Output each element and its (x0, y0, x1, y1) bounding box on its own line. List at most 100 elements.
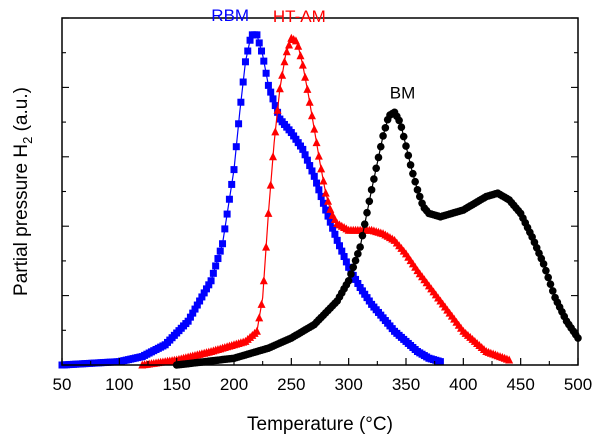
data-point (365, 197, 374, 206)
data-point (280, 57, 289, 66)
data-point (315, 186, 323, 194)
x-tick-label: 200 (220, 375, 248, 394)
data-point (329, 224, 337, 232)
x-tick-label: 400 (449, 375, 477, 394)
data-point (257, 299, 266, 308)
data-point (395, 116, 403, 125)
data-point (308, 167, 316, 175)
data-point (296, 51, 305, 60)
data-point (374, 153, 383, 162)
data-point (406, 161, 415, 169)
data-point (264, 81, 272, 89)
data-point (319, 176, 328, 185)
data-point (299, 145, 307, 153)
data-point (262, 69, 270, 77)
data-point (367, 186, 376, 194)
data-point (335, 242, 343, 250)
data-point (209, 269, 217, 277)
data-point (542, 266, 550, 275)
data-point (196, 297, 204, 305)
data-point (352, 275, 360, 283)
data-point (349, 263, 358, 272)
data-point (313, 179, 321, 187)
data-point (415, 192, 424, 201)
data-point (298, 60, 307, 69)
data-point (312, 138, 321, 147)
x-tick-label: 100 (105, 375, 133, 394)
x-tick-label: 350 (392, 375, 420, 394)
data-point (232, 143, 240, 151)
data-point (241, 58, 249, 66)
data-point (411, 177, 419, 186)
x-tick-label: 500 (564, 375, 592, 394)
data-point (379, 132, 387, 140)
data-point (404, 151, 413, 160)
data-point (239, 78, 247, 86)
data-point (253, 31, 261, 39)
data-point (246, 36, 254, 44)
data-point (402, 142, 410, 150)
data-point (285, 40, 294, 49)
data-point (338, 247, 346, 255)
data-point (340, 253, 348, 261)
y-axis-title-main: Partial pressure H (11, 144, 32, 296)
data-point (314, 151, 323, 160)
series-ht-am (138, 33, 514, 369)
data-point (436, 358, 444, 366)
data-point (216, 247, 224, 255)
data-point (342, 258, 350, 266)
data-point (237, 98, 245, 106)
data-point (193, 301, 201, 309)
data-point (255, 39, 263, 47)
data-point (544, 273, 552, 282)
series-layer (58, 31, 582, 369)
data-point (189, 309, 197, 317)
data-point (376, 142, 385, 151)
data-point (275, 84, 284, 93)
data-point (207, 277, 215, 285)
data-point (331, 230, 339, 238)
data-point (225, 195, 233, 203)
data-point (294, 41, 303, 50)
data-point (219, 240, 227, 248)
y-axis-title-unit: (a.u.) (11, 87, 32, 137)
data-point (230, 166, 238, 174)
data-point (546, 280, 555, 288)
data-point (326, 204, 335, 213)
data-point (399, 132, 408, 141)
data-point (303, 84, 312, 93)
data-point (271, 102, 279, 110)
data-point (202, 285, 210, 293)
data-point (354, 279, 362, 287)
data-point (235, 120, 243, 128)
data-point (344, 276, 353, 285)
data-point (360, 220, 369, 228)
data-point (259, 276, 268, 285)
x-tick-label: 250 (277, 375, 305, 394)
data-point (301, 151, 309, 159)
data-point (191, 305, 199, 313)
data-point (317, 164, 326, 173)
data-point (214, 255, 222, 263)
data-point (198, 293, 206, 301)
data-point (273, 105, 282, 114)
x-tick-label: 50 (53, 375, 72, 394)
data-point (266, 180, 275, 189)
data-point (322, 206, 330, 214)
data-point (267, 88, 275, 96)
data-point (354, 250, 362, 258)
data-point (282, 47, 291, 56)
data-point (255, 313, 264, 322)
x-tick-label: 150 (162, 375, 190, 394)
data-point (358, 231, 367, 240)
data-point (278, 70, 287, 79)
y-axis-title-subscript: 2 (20, 137, 35, 144)
data-point (200, 289, 208, 297)
data-point (221, 225, 229, 233)
data-point (271, 127, 280, 136)
data-point (539, 260, 548, 268)
data-point (409, 169, 417, 178)
x-tick-label: 450 (506, 375, 534, 394)
data-point (319, 199, 327, 207)
